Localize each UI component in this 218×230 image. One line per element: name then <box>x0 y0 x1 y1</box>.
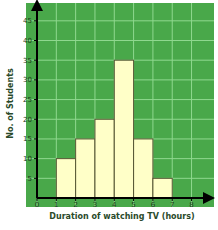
chart-container: 51015202530354045012345678Duration of wa… <box>0 0 218 230</box>
x-tick-label: 8 <box>189 201 193 209</box>
plot-background <box>26 3 214 207</box>
x-tick-label: 7 <box>170 201 174 209</box>
bars <box>56 60 172 198</box>
tick <box>34 79 37 80</box>
bar <box>95 119 114 198</box>
y-tick-label: 15 <box>23 135 32 143</box>
x-tick-label: 6 <box>151 201 156 209</box>
bar <box>153 178 172 198</box>
x-axis <box>37 197 209 199</box>
y-tick-label: 5 <box>28 175 32 183</box>
grid-line <box>191 3 192 207</box>
tick <box>34 178 37 179</box>
grid-line <box>37 3 38 207</box>
grid-line <box>172 3 173 207</box>
x-tick-label: 4 <box>112 201 117 209</box>
bar <box>56 159 75 198</box>
tick <box>34 158 37 159</box>
x-tick-label: 2 <box>73 201 77 209</box>
y-axis-title: No. of Students <box>6 68 15 139</box>
y-tick-label: 20 <box>23 116 32 124</box>
x-tick-label: 1 <box>54 201 58 209</box>
y-tick-label: 25 <box>23 96 32 104</box>
y-axis <box>36 5 38 198</box>
tick <box>34 99 37 100</box>
x-axis-title: Duration of watching TV (hours) <box>49 212 194 221</box>
x-tick-label: 5 <box>131 201 135 209</box>
y-tick-label: 35 <box>23 57 32 65</box>
grid-line <box>26 40 214 41</box>
chart-svg: 51015202530354045012345678Duration of wa… <box>0 0 218 230</box>
bar <box>76 139 95 198</box>
y-tick-label: 10 <box>23 155 32 163</box>
bar <box>114 60 133 198</box>
tick <box>34 138 37 139</box>
x-tick-label: 3 <box>93 201 97 209</box>
bar <box>134 139 153 198</box>
y-tick-label: 40 <box>23 37 32 45</box>
y-tick-label: 30 <box>23 76 32 84</box>
tick <box>34 40 37 41</box>
y-tick-label: 45 <box>23 17 32 25</box>
tick <box>34 20 37 21</box>
tick <box>34 60 37 61</box>
x-tick-label: 0 <box>35 201 39 209</box>
tick <box>34 119 37 120</box>
grid-line <box>26 20 214 21</box>
